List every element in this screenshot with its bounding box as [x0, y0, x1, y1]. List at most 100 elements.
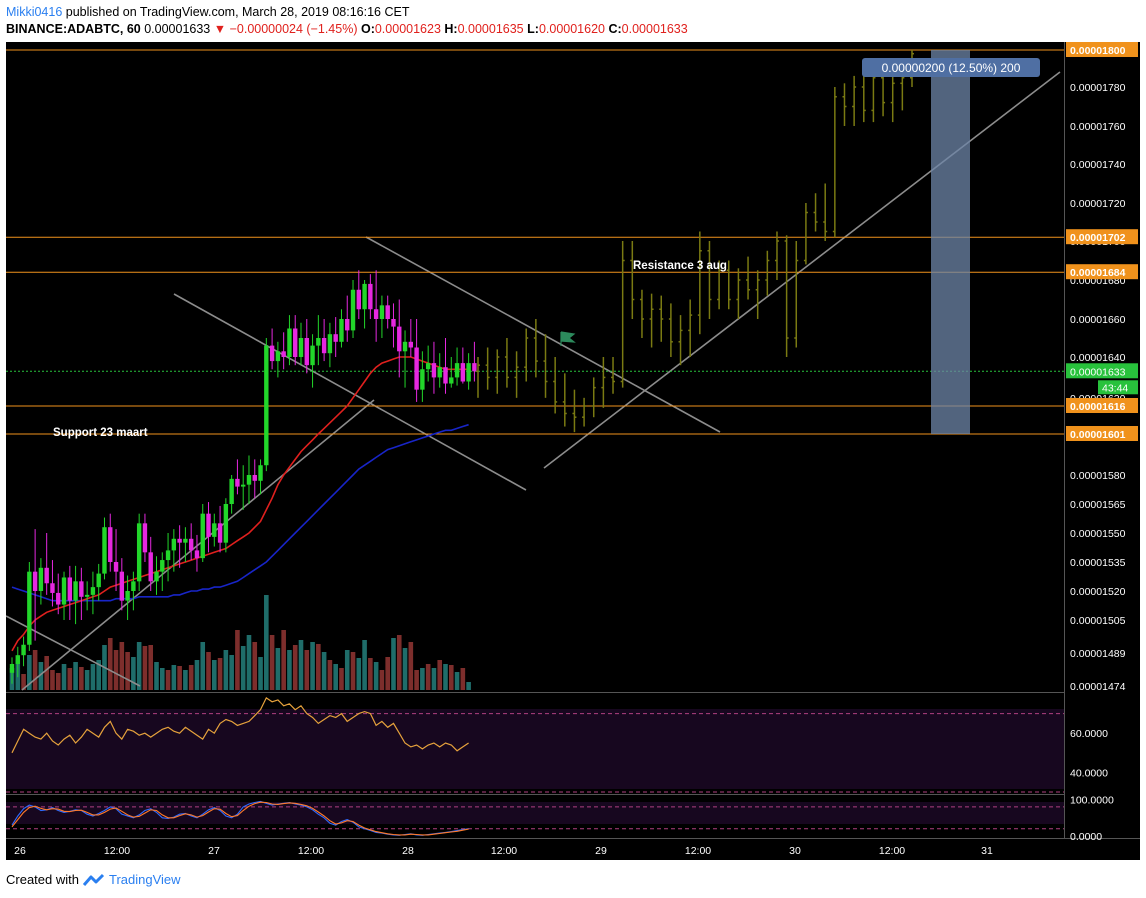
volume-bar: [414, 670, 419, 690]
high-value: 0.00001635: [457, 22, 524, 36]
low-value: 0.00001620: [538, 22, 605, 36]
candle-body: [131, 581, 136, 591]
volume-bar: [443, 664, 448, 690]
time-axis-tick: 12:00: [104, 845, 130, 857]
level-price-label-bg: [1066, 229, 1138, 245]
candle-body: [79, 581, 84, 597]
volume-bar: [61, 664, 67, 690]
candle-body: [431, 363, 437, 378]
author-link[interactable]: Mikki0416: [6, 5, 63, 19]
candle-body: [235, 478, 240, 487]
volume-bar: [264, 595, 269, 690]
candle-body: [281, 351, 286, 357]
volume-bar: [240, 646, 246, 690]
level-price-label-bg: [1066, 42, 1138, 57]
volume-bar: [159, 668, 165, 690]
candle-body: [402, 341, 408, 352]
trend-line: [173, 293, 527, 491]
candle-body: [269, 345, 275, 362]
price-axis-tick: 0.00001565: [1070, 499, 1126, 511]
candle-body: [437, 367, 442, 378]
price-axis-tick: 0.00001660: [1070, 314, 1126, 326]
volume-bar: [396, 635, 402, 690]
trend-line: [365, 236, 721, 433]
price-axis-tick: 0.00001780: [1070, 82, 1126, 94]
candle-body: [119, 571, 125, 601]
candle-body: [362, 283, 367, 310]
chart-svg[interactable]: Resistance 3 aug Support 23 maart 0.000002…: [6, 42, 1140, 860]
time-axis-tick: 12:00: [879, 845, 905, 857]
trend-line: [21, 399, 375, 691]
candle-body: [241, 484, 246, 487]
volume-bar: [281, 630, 286, 690]
volume-bar: [55, 673, 61, 690]
volume-bar: [408, 642, 414, 690]
candle-body: [408, 341, 414, 348]
candle-body: [391, 319, 396, 327]
candle-body: [229, 478, 234, 504]
volume-bar: [67, 668, 73, 690]
price-axis-tick: 0.00001740: [1070, 159, 1126, 171]
candle-body: [414, 347, 419, 390]
volume-bar: [50, 670, 55, 690]
volume-bar: [27, 655, 32, 690]
open-label: O:: [360, 22, 375, 36]
support-annotation: Support 23 maart: [53, 427, 148, 439]
candle-body: [177, 538, 182, 543]
volume-bar: [344, 650, 350, 690]
volume-bar: [350, 652, 356, 690]
volume-bar: [373, 662, 379, 690]
candle-body: [420, 369, 425, 390]
candle-body: [356, 289, 361, 310]
candle-body: [212, 523, 217, 537]
price-axis-separator: [1064, 42, 1065, 838]
countdown-label: 43:44: [1102, 382, 1128, 394]
price-axis-tick: 0.00001640: [1070, 352, 1126, 364]
candle-body: [287, 328, 292, 357]
volume-bar: [448, 665, 454, 690]
volume-bar: [148, 645, 154, 690]
ma-red-line: [11, 356, 469, 652]
volume-bar: [217, 658, 223, 690]
candle-body: [217, 523, 223, 543]
candle-body: [379, 305, 385, 319]
volume-bar: [229, 655, 234, 690]
chart-header: Mikki0416 published on TradingView.com, …: [6, 4, 1136, 42]
time-axis-tick: 12:00: [491, 845, 517, 857]
tradingview-link[interactable]: TradingView: [108, 872, 181, 887]
candle-body: [84, 594, 90, 597]
volume-bar: [171, 665, 177, 690]
candle-body: [148, 552, 153, 582]
level-price-label: 0.00001601: [1070, 429, 1126, 441]
volume-bar: [275, 648, 281, 690]
volume-bar: [425, 664, 431, 690]
candle-body: [183, 538, 188, 543]
price-axis-tick: 0.00001505: [1070, 615, 1126, 627]
chart-area[interactable]: Resistance 3 aug Support 23 maart 0.000002…: [6, 42, 1140, 860]
pane-separator: [6, 794, 1064, 795]
volume-bar: [339, 668, 344, 690]
rsi-axis-tick: 40.0000: [1070, 767, 1108, 779]
time-axis-tick: 31: [981, 845, 993, 857]
volume-bar: [32, 650, 38, 690]
last-price: 0.00001633: [144, 22, 211, 36]
level-price-label: 0.00001702: [1070, 232, 1126, 244]
time-axis-tick: 29: [595, 845, 607, 857]
volume-bar: [142, 646, 148, 690]
countdown-label-bg: [1098, 380, 1138, 395]
volume-bar: [391, 638, 396, 690]
candle-body: [472, 363, 477, 372]
candle-body: [160, 560, 165, 572]
volume-bar: [223, 650, 229, 690]
stoch-axis-tick: 100.0000: [1070, 795, 1114, 807]
pane-separator: [6, 692, 1064, 693]
volume-bar: [333, 664, 338, 690]
level-price-label: 0.00001684: [1070, 267, 1126, 279]
created-with-text: Created with: [6, 872, 79, 887]
volume-bar: [258, 657, 263, 690]
candle-body: [27, 571, 32, 645]
candle-body: [373, 309, 379, 319]
price-axis-tick: 0.00001520: [1070, 586, 1126, 598]
ma-blue-line: [11, 423, 469, 602]
candle-body: [298, 338, 304, 357]
